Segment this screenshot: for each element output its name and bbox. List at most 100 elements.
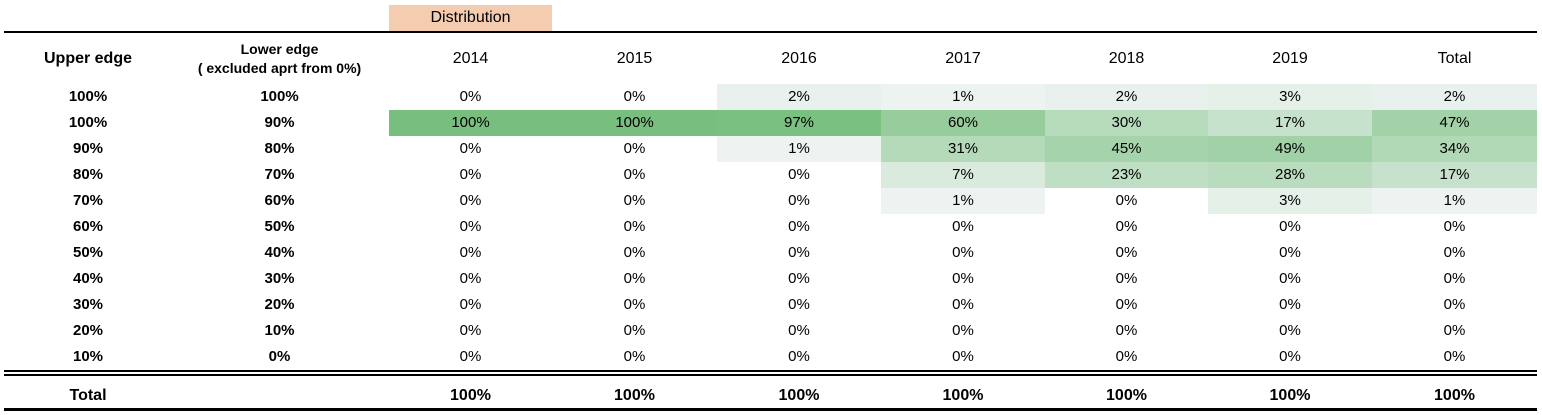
- table-row: 100% 100% 0% 0% 2% 1% 2% 3% 2%: [4, 84, 1537, 110]
- value-cell-2019: 0%: [1279, 322, 1301, 339]
- upper-edge-cell: 80%: [72, 166, 104, 183]
- value-cell-total: 2%: [1372, 84, 1537, 110]
- value-cell-2018: 2%: [1045, 84, 1208, 110]
- value-cell-2014: 0%: [459, 218, 482, 235]
- table-row: 100% 90% 100% 100% 97% 60% 30% 17% 47%: [4, 110, 1537, 136]
- value-cell-2015: 0%: [623, 166, 646, 183]
- upper-edge-cell: 100%: [68, 114, 108, 131]
- table-row: 50% 40% 0% 0% 0% 0% 0% 0% 0%: [4, 240, 1537, 266]
- value-cell-2015: 0%: [623, 88, 646, 105]
- value-cell-2016: 0%: [788, 244, 810, 261]
- value-cell-2018: 0%: [1115, 296, 1138, 313]
- value-cell-2014: 0%: [459, 244, 482, 261]
- value-cell-2014: 0%: [459, 270, 482, 287]
- lower-edge-cell: 0%: [268, 348, 291, 365]
- table-row: 60% 50% 0% 0% 0% 0% 0% 0% 0%: [4, 214, 1537, 240]
- value-cell-2019: 0%: [1279, 270, 1301, 287]
- value-cell-total: 47%: [1372, 110, 1537, 136]
- upper-edge-cell: 40%: [72, 270, 104, 287]
- value-cell-2014: 100%: [389, 110, 552, 136]
- value-cell-2016: 2%: [717, 84, 881, 110]
- value-cell-2016: 0%: [788, 192, 810, 209]
- lower-edge-cell: 70%: [264, 166, 295, 183]
- value-cell-2015: 0%: [623, 140, 646, 157]
- value-cell-2018: 0%: [1115, 348, 1138, 365]
- value-cell-total: 0%: [1443, 322, 1466, 339]
- total-cell-total: 100%: [1434, 387, 1475, 404]
- total-cell-2018: 100%: [1106, 387, 1147, 404]
- upper-edge-cell: 60%: [72, 218, 104, 235]
- upper-edge-cell: 100%: [68, 88, 108, 105]
- value-cell-2019: 0%: [1279, 218, 1301, 235]
- table-row: 40% 30% 0% 0% 0% 0% 0% 0% 0%: [4, 266, 1537, 292]
- lower-edge-cell: 90%: [264, 114, 295, 131]
- lower-edge-cell: 40%: [264, 244, 295, 261]
- total-row: Total 100% 100% 100% 100% 100% 100% 100%: [4, 383, 1537, 409]
- value-cell-2016: 0%: [788, 166, 810, 183]
- upper-edge-cell: 20%: [72, 322, 104, 339]
- table-row: 70% 60% 0% 0% 0% 1% 0% 3% 1%: [4, 188, 1537, 214]
- year-header-2014: 2014: [452, 50, 489, 67]
- header-top-rule: [4, 31, 1537, 33]
- value-cell-total: 0%: [1443, 270, 1466, 287]
- lower-edge-cell: 30%: [264, 270, 295, 287]
- bottom-rule: [4, 408, 1537, 411]
- year-header-2015: 2015: [616, 50, 653, 67]
- value-cell-total: 1%: [1372, 188, 1537, 214]
- value-cell-2017: 0%: [952, 322, 974, 339]
- value-cell-2015: 0%: [623, 270, 646, 287]
- table-row: 10% 0% 0% 0% 0% 0% 0% 0% 0%: [4, 344, 1537, 370]
- value-cell-2014: 0%: [459, 88, 482, 105]
- value-cell-2017: 31%: [881, 136, 1045, 162]
- year-header-2016: 2016: [781, 50, 817, 67]
- value-cell-total: 0%: [1443, 218, 1466, 235]
- value-cell-2014: 0%: [459, 140, 482, 157]
- total-double-rule-top: [4, 370, 1537, 372]
- lower-edge-cell: 60%: [264, 192, 295, 209]
- total-cell-2015: 100%: [614, 387, 655, 404]
- value-cell-2018: 45%: [1045, 136, 1208, 162]
- value-cell-2018: 0%: [1115, 192, 1138, 209]
- lower-edge-cell: 100%: [260, 88, 299, 105]
- value-cell-2014: 0%: [459, 296, 482, 313]
- value-cell-2017: 1%: [881, 188, 1045, 214]
- value-cell-2018: 0%: [1115, 244, 1138, 261]
- year-header-2017: 2017: [945, 50, 981, 67]
- value-cell-2019: 49%: [1208, 136, 1372, 162]
- upper-edge-cell: 50%: [72, 244, 104, 261]
- upper-edge-header: Upper edge: [43, 50, 132, 67]
- table-row: 30% 20% 0% 0% 0% 0% 0% 0% 0%: [4, 292, 1537, 318]
- value-cell-2018: 30%: [1045, 110, 1208, 136]
- value-cell-2015: 0%: [623, 192, 646, 209]
- value-cell-2019: 3%: [1208, 188, 1372, 214]
- value-cell-2014: 0%: [459, 322, 482, 339]
- distribution-label: Distribution: [389, 5, 552, 31]
- lower-edge-cell: 10%: [264, 322, 295, 339]
- table-row: 90% 80% 0% 0% 1% 31% 45% 49% 34%: [4, 136, 1537, 162]
- value-cell-2017: 0%: [952, 348, 974, 365]
- total-cell-2014: 100%: [450, 387, 491, 404]
- value-cell-2017: 7%: [881, 162, 1045, 188]
- value-cell-2015: 100%: [552, 110, 717, 136]
- value-cell-2017: 60%: [881, 110, 1045, 136]
- value-cell-2015: 0%: [623, 244, 646, 261]
- value-cell-2016: 0%: [788, 322, 810, 339]
- value-cell-2015: 0%: [623, 322, 646, 339]
- value-cell-2016: 0%: [788, 348, 810, 365]
- value-cell-2014: 0%: [459, 348, 482, 365]
- total-double-rule-bottom: [4, 374, 1537, 376]
- lower-edge-header: Lower edge ( excluded aprt from 0%): [172, 34, 387, 84]
- value-cell-total: 17%: [1372, 162, 1537, 188]
- value-cell-2018: 0%: [1115, 270, 1138, 287]
- lower-edge-cell: 20%: [264, 296, 295, 313]
- total-row-label: Total: [69, 387, 107, 404]
- year-header-total: Total: [1437, 50, 1472, 67]
- total-cell-2019: 100%: [1269, 387, 1311, 404]
- total-cell-2016: 100%: [778, 387, 820, 404]
- value-cell-2018: 23%: [1045, 162, 1208, 188]
- upper-edge-cell: 90%: [72, 140, 104, 157]
- value-cell-2015: 0%: [623, 296, 646, 313]
- value-cell-total: 0%: [1443, 244, 1466, 261]
- value-cell-2015: 0%: [623, 348, 646, 365]
- value-cell-2017: 0%: [952, 270, 974, 287]
